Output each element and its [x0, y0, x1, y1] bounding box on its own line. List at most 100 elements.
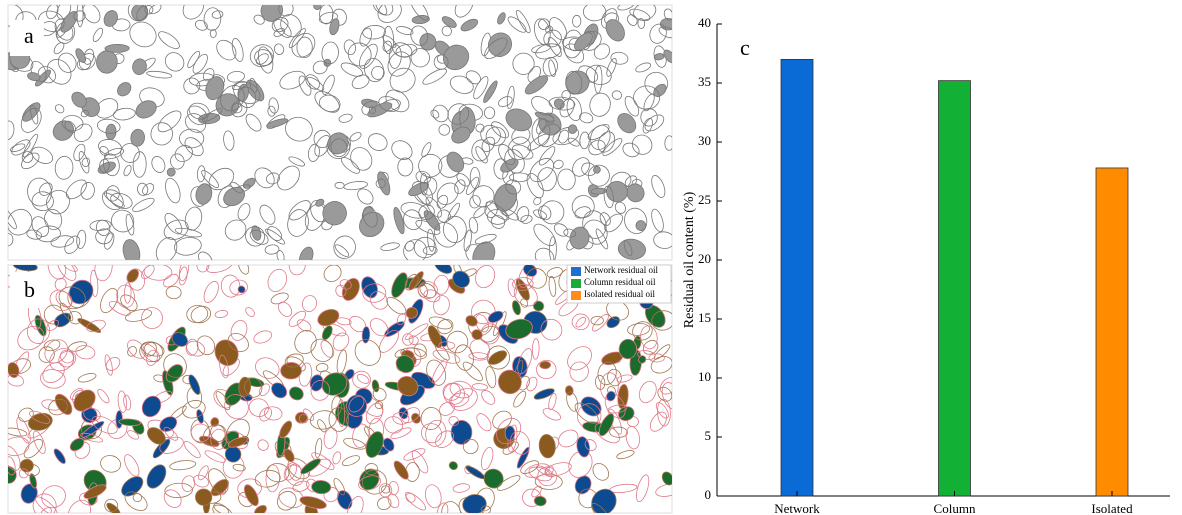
grain	[504, 148, 525, 174]
grain	[323, 265, 342, 282]
grain	[103, 153, 120, 177]
grain	[548, 59, 556, 78]
grain	[237, 285, 246, 294]
grain	[572, 157, 590, 177]
grain	[243, 484, 259, 507]
grain	[305, 74, 320, 90]
grain	[68, 310, 82, 325]
grain	[311, 480, 332, 495]
grain	[575, 316, 586, 328]
grain	[231, 38, 244, 62]
grain	[468, 217, 479, 234]
grain	[653, 231, 672, 249]
grain	[590, 124, 611, 150]
grain	[507, 278, 517, 298]
grain	[164, 482, 193, 498]
grain	[257, 46, 274, 74]
grain	[343, 181, 368, 191]
grain	[323, 427, 338, 449]
grain	[318, 11, 338, 24]
grain	[280, 362, 302, 380]
grain	[447, 202, 461, 220]
grain	[392, 412, 410, 425]
grain	[56, 5, 72, 20]
grain	[174, 145, 193, 162]
grain	[190, 423, 211, 443]
grain	[46, 59, 72, 85]
grain	[310, 379, 330, 401]
grain	[203, 280, 219, 303]
y-tick-label: 30	[698, 133, 711, 148]
grain	[454, 5, 474, 18]
grain	[439, 401, 455, 416]
grain	[35, 496, 58, 513]
grain	[471, 299, 496, 325]
grain	[372, 387, 387, 402]
grain	[531, 338, 540, 360]
grain	[321, 41, 339, 65]
grain	[512, 300, 521, 316]
grain	[279, 420, 293, 439]
grain	[410, 48, 430, 68]
grain	[632, 321, 653, 341]
grain	[447, 103, 470, 125]
grain	[188, 374, 201, 395]
pores-a	[8, 5, 672, 260]
grain	[452, 483, 470, 493]
grain	[284, 353, 304, 368]
grain	[378, 96, 400, 113]
grain	[561, 90, 571, 101]
grain	[142, 183, 155, 196]
grain	[622, 142, 640, 158]
grain	[382, 437, 395, 452]
grain	[558, 429, 579, 448]
grain	[146, 464, 167, 489]
grain	[41, 485, 66, 509]
grain	[362, 283, 387, 303]
grain	[589, 92, 611, 117]
grain	[396, 313, 407, 326]
grain	[395, 43, 418, 58]
grain	[8, 445, 21, 471]
grain	[473, 205, 487, 219]
grain	[505, 179, 522, 195]
grain	[22, 102, 41, 122]
grain	[77, 373, 97, 383]
grain	[75, 48, 87, 63]
grain	[434, 222, 458, 248]
grain	[520, 214, 533, 224]
grain	[43, 339, 61, 352]
grain	[121, 476, 144, 497]
grain	[378, 483, 393, 498]
grain	[640, 108, 658, 127]
grain	[483, 468, 504, 489]
grain	[223, 186, 246, 207]
grain	[147, 427, 166, 445]
grain	[411, 15, 430, 25]
grain	[291, 32, 316, 58]
grain	[420, 423, 442, 444]
grain	[557, 168, 576, 191]
grain	[341, 455, 360, 467]
grain	[288, 200, 311, 221]
grain	[31, 146, 54, 164]
grain	[611, 90, 623, 100]
grain	[81, 157, 91, 167]
grain	[271, 382, 288, 399]
grain	[54, 104, 65, 114]
grain	[137, 182, 149, 196]
grain	[369, 291, 389, 310]
grain	[625, 426, 640, 450]
grain	[309, 410, 337, 430]
grain	[8, 374, 25, 387]
grain	[245, 113, 262, 132]
grain	[267, 268, 288, 292]
label-bg	[10, 20, 44, 56]
grain	[49, 289, 72, 312]
grain	[251, 225, 262, 241]
grain	[21, 151, 34, 164]
grain	[553, 159, 564, 170]
grain	[533, 495, 547, 507]
y-tick-label: 35	[698, 74, 711, 89]
grain	[361, 326, 371, 344]
